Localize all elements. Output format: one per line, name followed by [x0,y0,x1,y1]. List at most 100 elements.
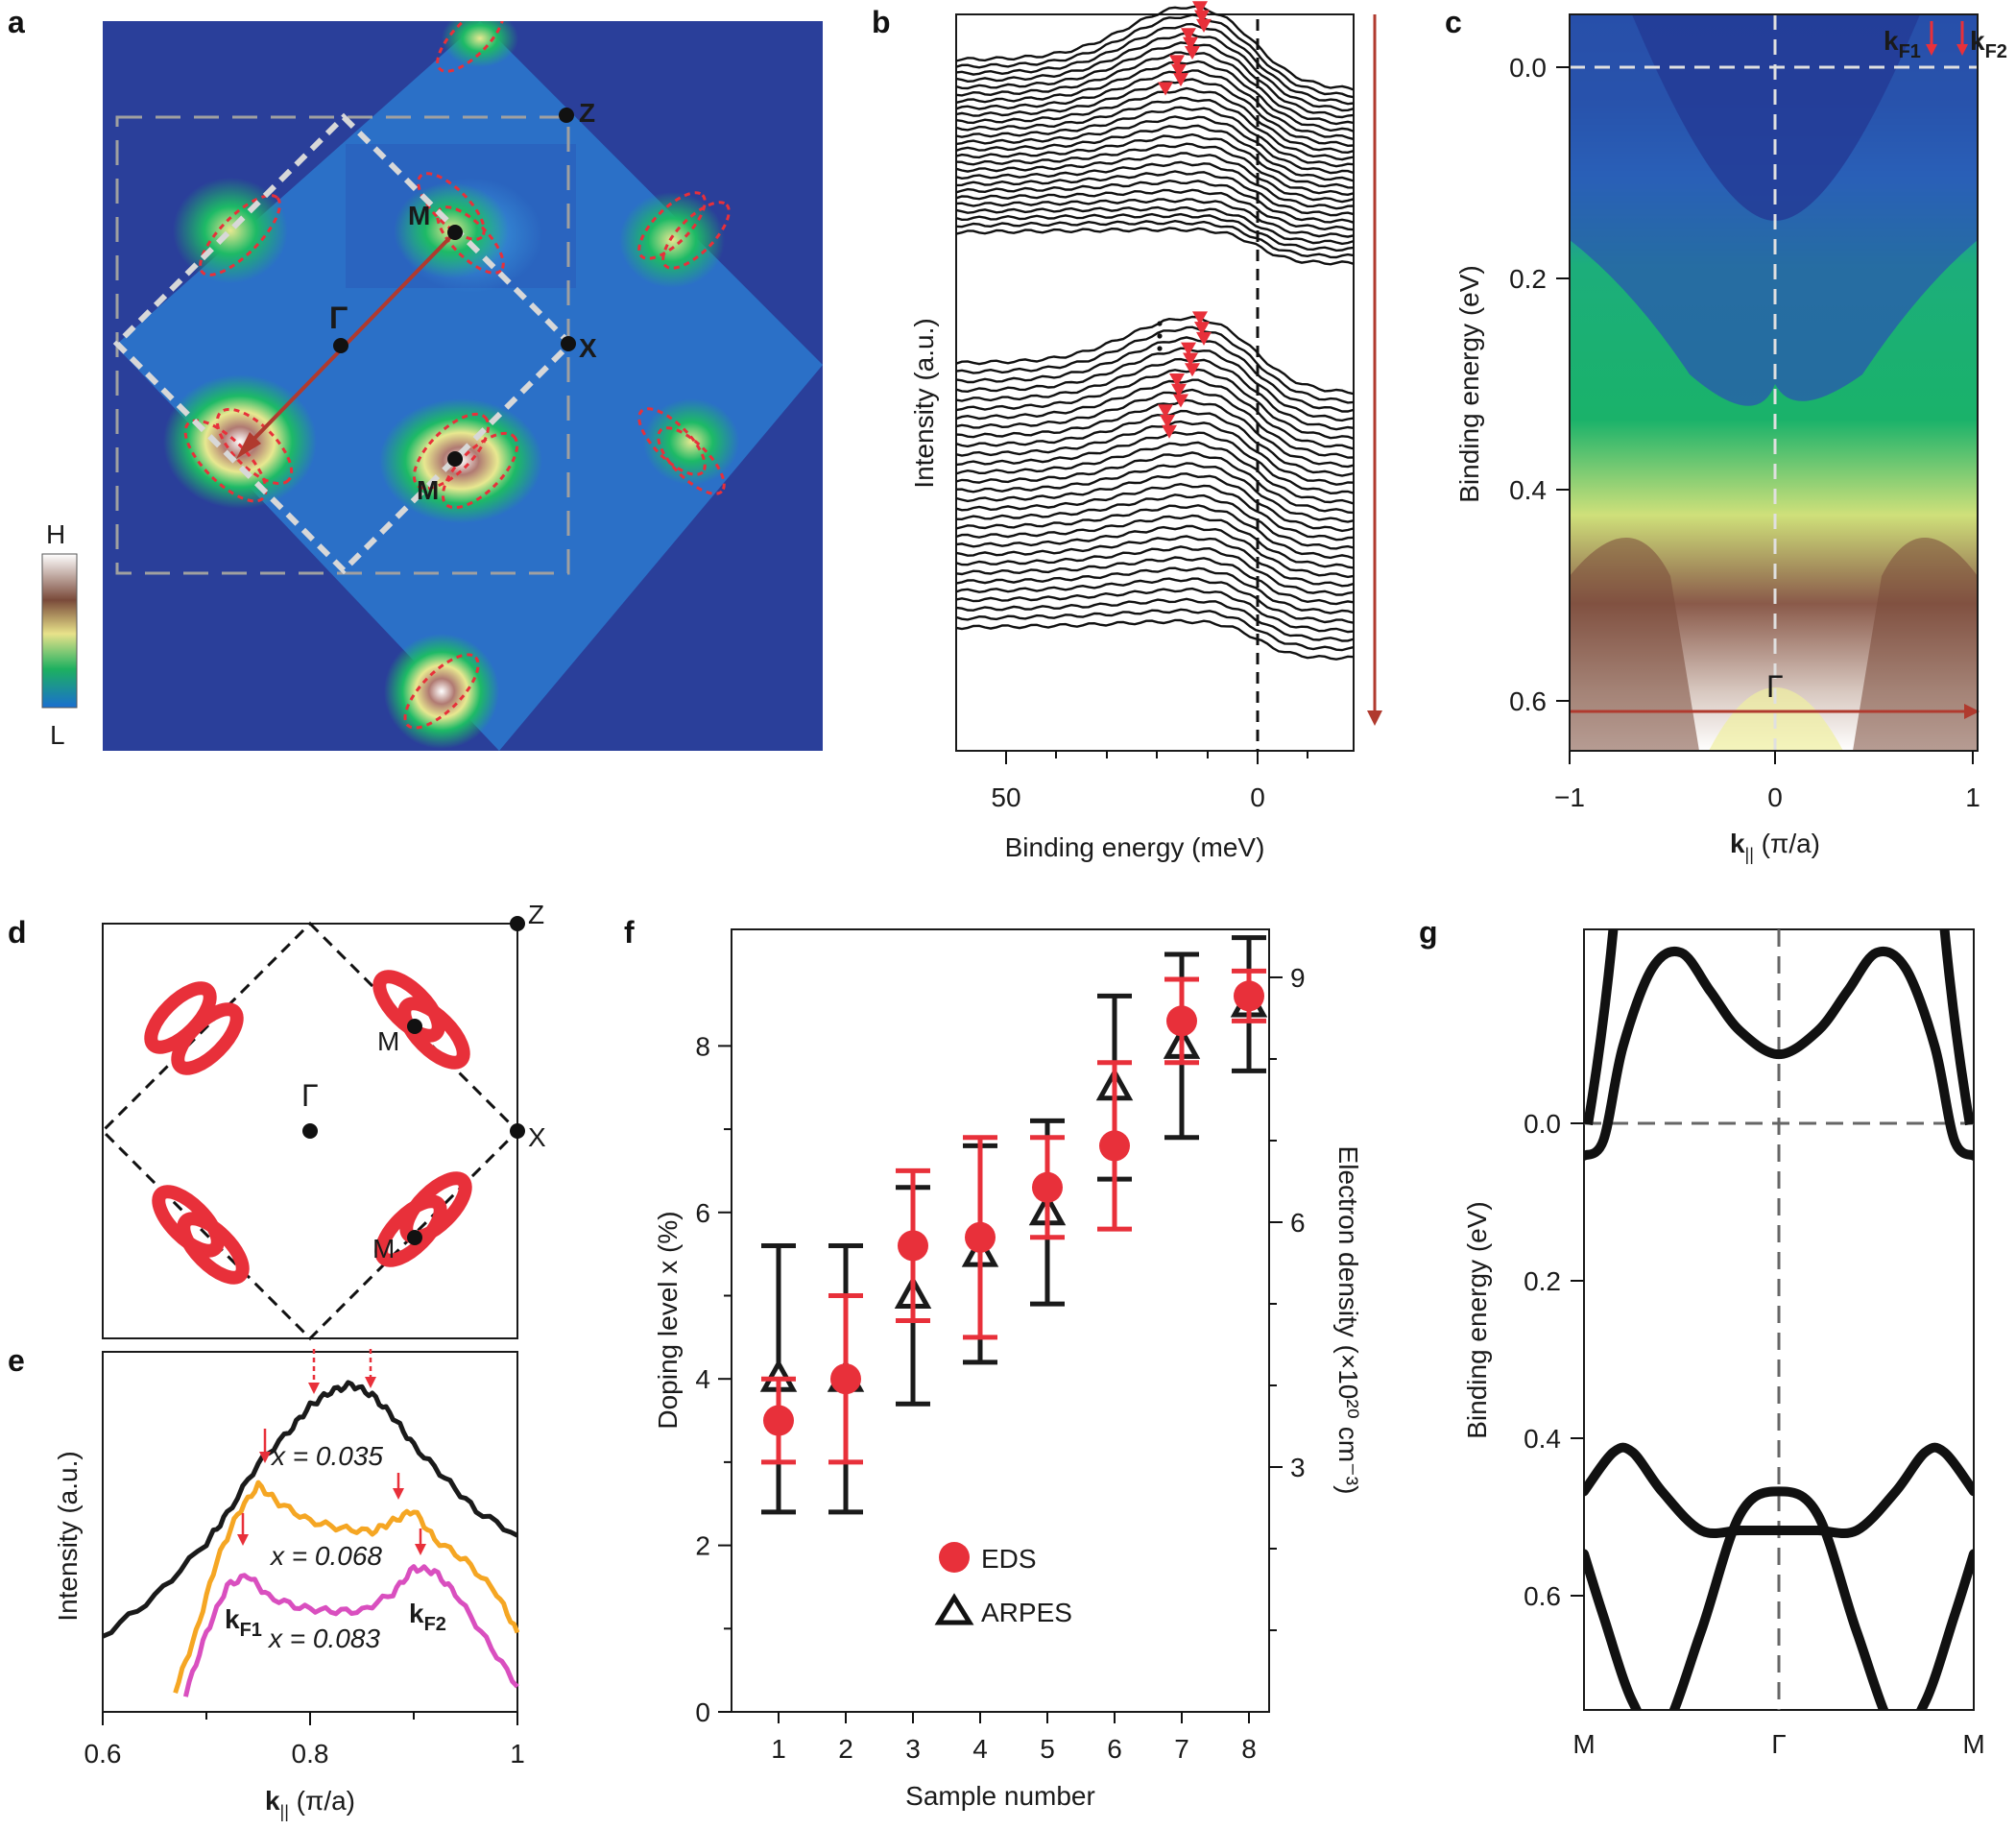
c-xlabel: k|| (π/a) [1730,829,1820,864]
b-xlabel: Binding energy (meV) [1005,832,1265,862]
edc-peak-marker [1158,404,1173,419]
band-upper-right-branch [1939,929,1974,1126]
edc-peak-marker [1185,363,1200,377]
f-ytick-label: 8 [695,1031,710,1061]
edc-peak-marker [1185,46,1200,60]
edc-curve [955,378,1355,450]
band-structure [1584,929,1974,1710]
edc-peak-marker [1194,10,1210,24]
edc-curve [955,398,1355,469]
edc-curve [955,152,1355,204]
edc-curve [955,462,1355,523]
edc-curve [955,179,1355,224]
kf2-arrow [1956,44,1968,56]
eds-point [1166,1005,1197,1037]
label-m1: M [408,201,430,230]
b-tick-0: 0 [1250,782,1265,812]
fs-pockets [144,970,472,1285]
edc-curve [955,212,1355,253]
edc-curve [955,188,1355,231]
edc-curve [955,219,1355,259]
edc-curve [955,96,1355,161]
edc-curve [955,124,1355,182]
edc-peak-marker [1169,373,1185,387]
panel-b: b 50 0 Binding energy (meV) Intensity (a… [872,1,1382,862]
mdc-curves [103,1380,519,1697]
edc-peak-marker [1192,311,1208,325]
c-ytick-1: 0.2 [1509,264,1547,294]
fs-contour-overlays [183,21,731,730]
edc-curve [955,597,1355,642]
f-ytick-label: 2 [695,1531,710,1561]
edc-peak-marker [1194,322,1210,336]
edc-peak-marker [1183,352,1198,367]
edc-curve [955,608,1355,652]
c-ytick-2: 0.4 [1509,475,1547,505]
c-kf1-sub: F1 [1899,41,1921,62]
edc-curves [955,1,1355,661]
edc-curve [955,13,1355,99]
edc-peak-marker [1158,82,1173,96]
edc-curve [955,514,1355,569]
edc-curve [955,472,1355,533]
d-point-z [510,916,525,931]
panel-e-label: e [8,1343,25,1378]
f-axes: 0 2 4 6 8 1 2 3 4 5 6 7 8 3 6 9 [695,963,1305,1764]
panel-c-label: c [1445,5,1462,39]
f-data-marks [759,935,1268,1515]
edc-curve [955,535,1355,588]
g-xtick-2: M [1962,1729,1984,1759]
panel-a-label: a [8,5,25,39]
edc-curve [955,451,1355,515]
pocket-bottom [384,634,499,749]
edc-curve [955,357,1355,431]
edc-curve [955,32,1355,112]
c-xtick-2: 1 [1965,782,1980,812]
e-xtick-0: 0.6 [84,1739,122,1769]
colorbar-low-label: L [50,720,65,750]
d-label-m1: M [377,1026,399,1056]
f-xtick-label: 1 [771,1734,786,1764]
edc-curve [955,409,1355,477]
eds-point [898,1230,928,1262]
c-ytick-3: 0.6 [1509,686,1547,716]
edc-curve [955,170,1355,217]
f-xtick-label: 6 [1107,1734,1122,1764]
e-label-x035: x = 0.035 [270,1441,383,1471]
svg-text:kF1: kF1 [225,1604,262,1641]
d-label-x: X [528,1122,546,1152]
edc-curve [955,5,1355,91]
f-xtick-label: 4 [972,1734,988,1764]
point-m1-dot [447,225,463,240]
edc-curve [955,482,1355,541]
panel-c: c Γ kF1 k F2 0.0 0.2 0.4 0.6 [1445,5,2007,864]
e-ylabel: Intensity (a.u.) [53,1451,83,1621]
d-point-gamma [302,1123,318,1139]
cut-arrow [240,230,457,453]
edc-curve [955,431,1355,495]
edc-curve [955,142,1355,197]
edc-curve [955,347,1355,422]
edc-curve [955,618,1355,661]
edc-peak-marker [1169,55,1185,69]
pocket-left-hot [163,374,317,509]
edc-curve [955,587,1355,634]
edc-curve [955,545,1355,596]
band-upper [1584,946,1974,1161]
eds-point [1099,1130,1130,1162]
f-ytick-label: 0 [695,1697,710,1727]
c-ylabel: Binding energy (eV) [1454,265,1484,502]
edc-curve [955,51,1355,126]
f-xtick-label: 7 [1174,1734,1189,1764]
e-label-x083: x = 0.083 [267,1624,380,1653]
label-gamma: Γ [329,301,348,335]
e-kf1-sub: F1 [240,1620,262,1641]
edc-curve [955,69,1355,141]
f-y2tick-label: 9 [1290,963,1306,993]
mdc-x035 [103,1380,519,1639]
b-ylabel: Intensity (a.u.) [909,318,939,488]
kf1-arrow [1926,44,1937,56]
edc-curve [955,78,1355,148]
d-point-m2 [407,1230,422,1245]
